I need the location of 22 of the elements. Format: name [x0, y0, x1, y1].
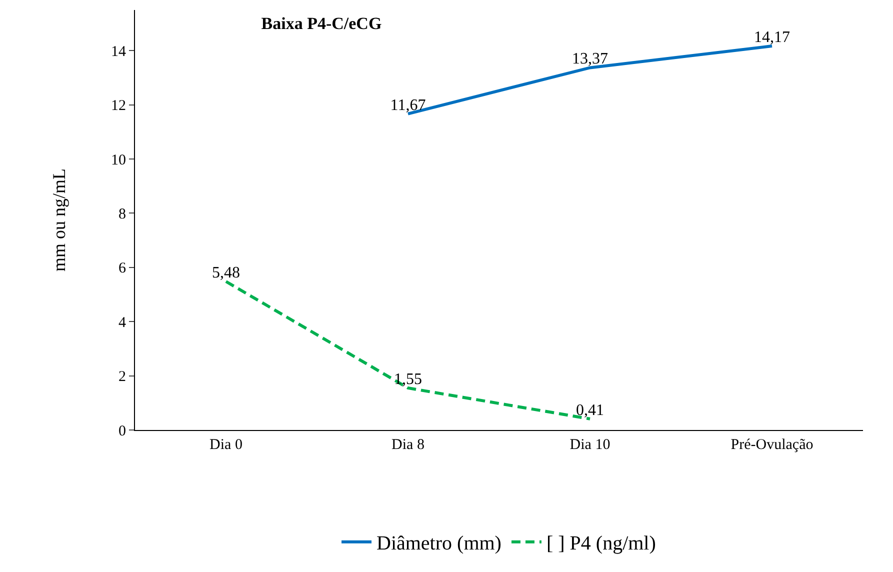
y-tick-label: 10: [111, 152, 126, 168]
y-tick-label: 6: [118, 260, 126, 277]
data-label: 5,48: [212, 264, 240, 282]
data-label: 0,41: [576, 402, 604, 419]
data-label: 11,67: [390, 96, 426, 114]
y-tick-label: 8: [118, 206, 126, 222]
y-tick-label: 14: [111, 44, 126, 60]
y-tick-label: 2: [118, 369, 126, 386]
x-tick-label: Pré-Ovulação: [730, 437, 814, 453]
x-tick-label: Dia 0: [210, 437, 242, 453]
y-axis-title: mm ou ng/mL: [49, 168, 70, 272]
data-label: 14,17: [754, 29, 790, 46]
y-tick-label: 4: [118, 314, 126, 331]
legend-label: Diâmetro (mm): [376, 532, 502, 555]
data-label: 1,55: [394, 371, 422, 388]
legend-label: [ ] P4 (ng/ml): [546, 532, 656, 555]
x-tick-label: Dia 8: [392, 437, 424, 453]
x-tick-label: Dia 10: [570, 437, 610, 453]
y-tick-label: 0: [118, 423, 126, 440]
data-label: 13,37: [572, 50, 608, 68]
y-tick-label: 12: [111, 98, 126, 114]
chart-title: Baixa P4-C/eCG: [261, 14, 382, 34]
